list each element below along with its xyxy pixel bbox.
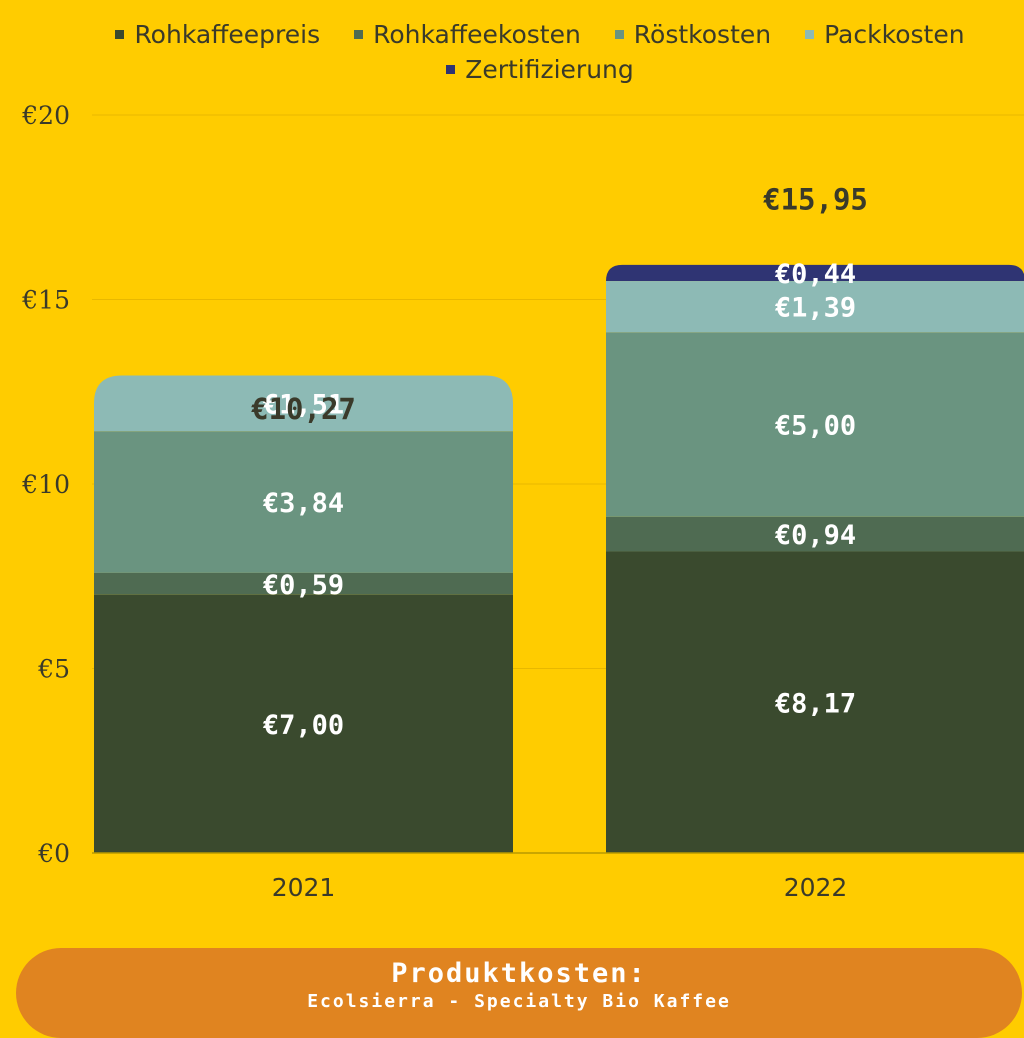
footer-banner: Produktkosten: Ecolsierra - Specialty Bi… (16, 948, 1022, 1038)
legend-item: Zertifizierung (446, 55, 634, 84)
legend-label: Rohkaffeepreis (134, 20, 321, 49)
legend-swatch (446, 65, 456, 74)
legend-swatch (805, 30, 815, 39)
bar-segment (94, 572, 513, 595)
x-tick-label: 2021 (272, 873, 336, 902)
data-label: €5,00 (775, 411, 856, 442)
y-tick-label: €10 (21, 470, 70, 499)
legend-label: Röstkosten (633, 20, 772, 49)
legend-item: Packkosten (805, 20, 965, 49)
bar-segment (606, 551, 1024, 853)
data-label: €8,17 (775, 688, 856, 719)
chart-legend: Rohkaffeepreis Rohkaffeekosten Röstkosten P… (80, 20, 1000, 84)
footer-subtitle: Ecolsierra - Specialty Bio Kaffee (307, 991, 731, 1012)
data-label: €3,84 (263, 488, 344, 519)
legend-swatch (115, 30, 125, 39)
legend-label: Rohkaffeekosten (373, 20, 581, 49)
data-label: €0,44 (775, 259, 856, 290)
legend-item: Röstkosten (614, 20, 772, 49)
x-tick-label: 2022 (784, 873, 848, 902)
footer-title: Produktkosten: (391, 958, 647, 989)
bar-segment (94, 375, 513, 432)
y-tick-label: €0 (37, 839, 70, 868)
data-label: €7,00 (263, 710, 344, 741)
bar-segment (606, 281, 1024, 333)
bar-segment (606, 264, 1024, 282)
data-label: €0,59 (263, 570, 344, 601)
total-label: €15,95 (763, 182, 868, 216)
y-tick-label: €20 (21, 101, 70, 130)
legend-swatch (614, 30, 624, 39)
legend-swatch (354, 30, 364, 39)
bar-segment (606, 332, 1024, 517)
y-tick-label: €5 (37, 655, 70, 684)
data-label: €0,94 (775, 520, 856, 551)
legend-label: Zertifizierung (465, 55, 634, 84)
bar-segment (94, 431, 513, 573)
legend-item: Rohkaffeepreis (115, 20, 320, 49)
data-label: €1,51 (263, 389, 344, 420)
data-label: €1,39 (775, 293, 856, 324)
legend-item: Rohkaffeekosten (354, 20, 581, 49)
bar-segment (606, 516, 1024, 552)
y-tick-label: €15 (21, 286, 70, 315)
legend-label: Packkosten (824, 20, 965, 49)
bar-segment (94, 594, 513, 853)
total-label: €10,27 (251, 392, 356, 426)
